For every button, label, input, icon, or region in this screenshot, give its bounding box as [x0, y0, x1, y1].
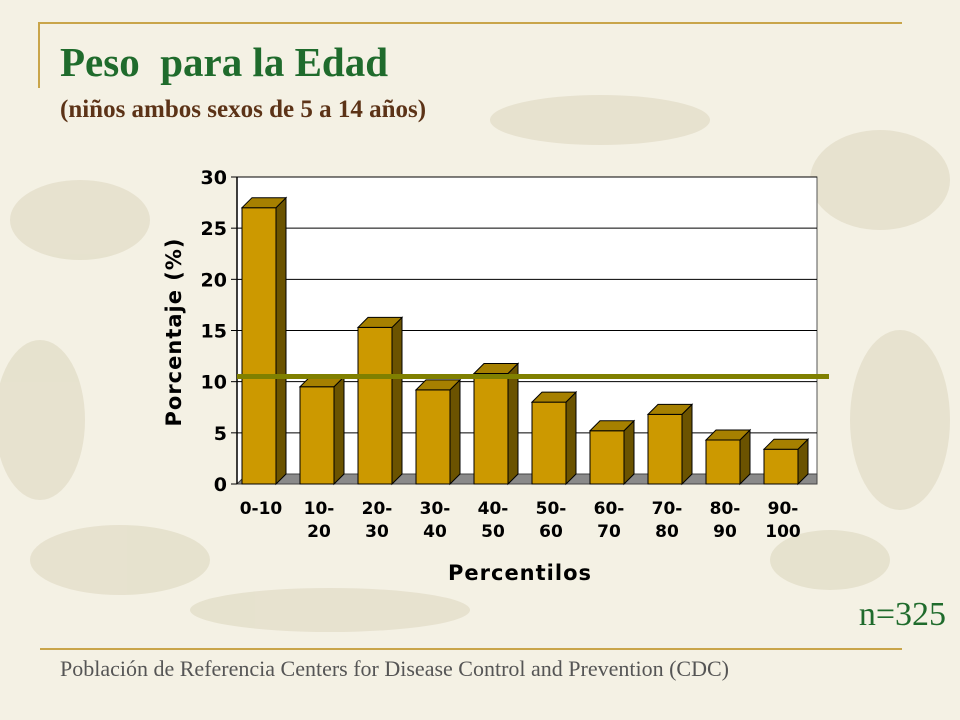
bar-top — [646, 403, 694, 415]
bar — [530, 390, 578, 486]
bar-front — [531, 401, 567, 485]
slide-subtitle: (niños ambos sexos de 5 a 14 años) — [60, 96, 427, 123]
bar-front — [357, 326, 393, 485]
x-tick-label: 50-60 — [536, 499, 567, 542]
y-tick-label: 20 — [201, 269, 227, 291]
bar-side — [507, 362, 519, 486]
bar-front — [299, 386, 335, 485]
bar-top — [414, 379, 462, 391]
bar — [414, 378, 462, 486]
bar-side — [681, 403, 693, 486]
x-axis-title: Percentilos — [448, 561, 592, 585]
bar-top — [588, 420, 636, 432]
bar — [646, 403, 694, 486]
bar — [356, 316, 404, 486]
bars — [240, 196, 810, 486]
bar-front — [241, 207, 277, 485]
bar-front — [473, 372, 509, 485]
bar-top — [530, 391, 578, 403]
bar — [298, 375, 346, 486]
x-tick-label: 90-100 — [765, 499, 801, 542]
slide-title: Peso para la Edad — [60, 39, 389, 85]
bar-front — [415, 389, 451, 485]
bar-top — [240, 197, 288, 209]
bottom-accent-rule — [40, 648, 902, 650]
top-accent-rule — [40, 22, 902, 24]
bar-front — [589, 430, 625, 485]
bar-front — [763, 448, 799, 485]
bar-front — [705, 439, 741, 485]
bar-top — [472, 362, 520, 374]
source-footer: Población de Referencia Centers for Dise… — [60, 656, 729, 681]
x-tick-label: 10-20 — [304, 499, 335, 542]
y-tick-label: 0 — [214, 474, 227, 496]
bar-side — [565, 390, 577, 486]
y-tick-label: 30 — [201, 167, 227, 189]
bar-top — [704, 429, 752, 441]
bar-side — [623, 419, 635, 486]
bar — [588, 419, 636, 486]
left-accent-rule — [38, 22, 40, 88]
bar — [240, 196, 288, 486]
x-tick-label: 20-30 — [362, 499, 393, 542]
y-tick-labels: 0 5 10 15 20 25 30 — [201, 167, 227, 496]
x-tick-label: 40-50 — [478, 499, 509, 542]
bar — [704, 428, 752, 486]
y-axis-title: Porcentaje (%) — [162, 237, 186, 426]
bar-front — [647, 413, 683, 485]
sample-size-label: n=325 — [858, 596, 946, 633]
x-tick-labels: 0-10 10-20 20-30 30-40 40-50 50-60 60-70 70-80 8… — [240, 499, 801, 542]
x-tick-label: 30-40 — [420, 499, 451, 542]
bar-side — [449, 378, 461, 486]
y-tick-label: 15 — [201, 321, 227, 343]
x-tick-label: 70-80 — [652, 499, 683, 542]
bar-top — [762, 438, 810, 450]
bar-top — [356, 316, 404, 328]
y-tick-label: 25 — [201, 218, 227, 240]
x-tick-label: 60-70 — [594, 499, 625, 542]
bar-side — [391, 316, 403, 486]
x-tick-label: 0-10 — [240, 499, 283, 519]
bar-side — [333, 375, 345, 486]
y-tick-label: 10 — [201, 372, 227, 394]
bar — [472, 362, 520, 486]
y-tick-label: 5 — [214, 423, 227, 445]
bar — [762, 437, 810, 486]
x-tick-label: 80-90 — [710, 499, 741, 542]
bar-side — [275, 196, 287, 486]
